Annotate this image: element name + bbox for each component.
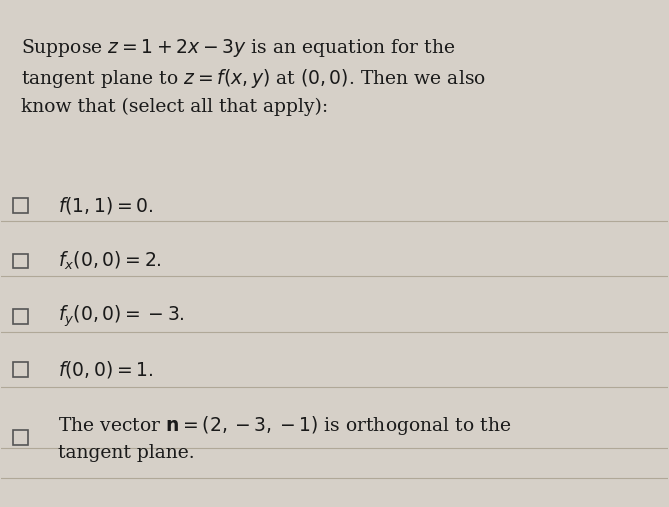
Text: $f(0, 0) = 1.$: $f(0, 0) = 1.$ — [58, 359, 154, 380]
Text: $f(1, 1) = 0.$: $f(1, 1) = 0.$ — [58, 195, 154, 216]
Text: Suppose $z = 1 + 2x - 3y$ is an equation for the
tangent plane to $z = f(x, y)$ : Suppose $z = 1 + 2x - 3y$ is an equation… — [21, 37, 486, 116]
Text: The vector $\mathbf{n} = (2, -3, -1)$ is orthogonal to the
tangent plane.: The vector $\mathbf{n} = (2, -3, -1)$ is… — [58, 414, 511, 461]
Text: $f_y(0, 0) = -3.$: $f_y(0, 0) = -3.$ — [58, 304, 185, 329]
Text: $f_x(0, 0) = 2.$: $f_x(0, 0) = 2.$ — [58, 250, 162, 272]
